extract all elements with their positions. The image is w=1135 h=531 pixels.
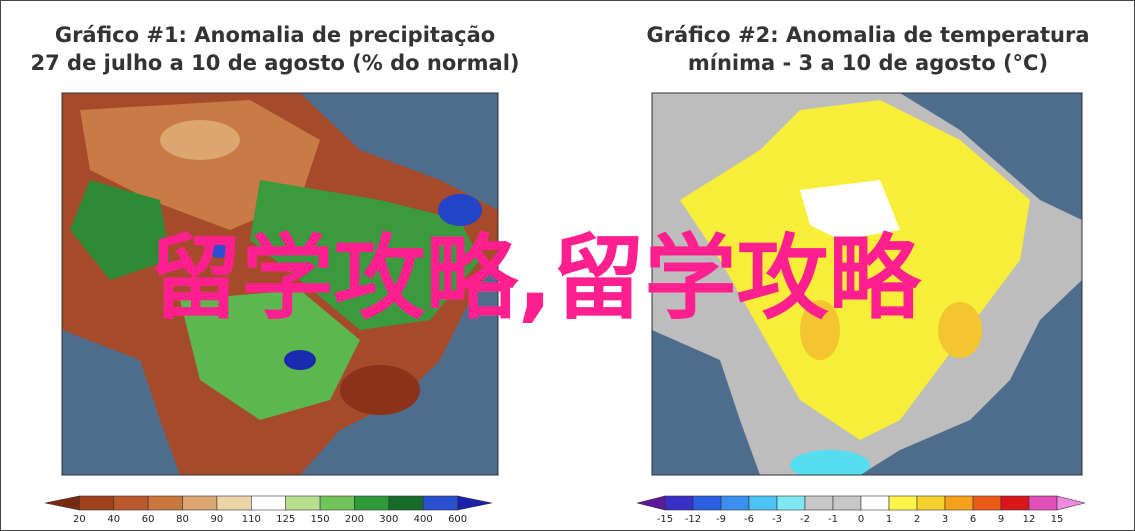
legend-swatch — [79, 495, 115, 511]
legend-swatch — [692, 495, 722, 511]
legend-swatch — [354, 495, 390, 511]
legend-swatch — [1000, 495, 1030, 511]
legend-swatch — [285, 495, 321, 511]
panel-title: Gráfico #1: Anomalia de precipitação — [55, 23, 495, 47]
legend-label: 300 — [379, 514, 398, 525]
legend-swatch — [832, 495, 862, 511]
legend-swatch — [1056, 495, 1086, 511]
legend-swatch — [251, 495, 286, 511]
legend-swatch — [804, 495, 834, 511]
legend-label: -9 — [716, 514, 726, 525]
map-precipitation — [62, 93, 498, 475]
map-border — [651, 92, 1083, 476]
legend-swatch — [457, 495, 493, 511]
legend-swatch — [748, 495, 778, 511]
legend-label: 125 — [276, 514, 295, 525]
legend-label: 15 — [1051, 514, 1064, 525]
legend-label: 2 — [914, 514, 920, 525]
legend-label: -15 — [657, 514, 673, 525]
panel-title: Gráfico #2: Anomalia de temperatura — [646, 23, 1089, 47]
legend-label: -12 — [685, 514, 701, 525]
legend-swatch — [664, 495, 694, 511]
legend-swatch — [388, 495, 424, 511]
overlay-text: 留学攻略,留学攻略 — [150, 225, 923, 332]
legend-label: -1 — [828, 514, 838, 525]
legend-label: 20 — [73, 514, 86, 525]
legend-swatch — [422, 495, 458, 511]
map-border — [61, 92, 499, 476]
legend-label: 1 — [886, 514, 892, 525]
legend-label: -6 — [744, 514, 754, 525]
legend-swatch — [147, 495, 183, 511]
panel-title: 27 de julho a 10 de agosto (% do normal) — [31, 51, 520, 75]
legend-label: 200 — [345, 514, 364, 525]
legend-label: 0 — [858, 514, 864, 525]
legend-swatch — [720, 495, 750, 511]
legend-swatch — [944, 495, 974, 511]
legend-swatch — [216, 495, 252, 511]
legend-swatch — [860, 495, 890, 511]
legend-swatch — [972, 495, 1002, 511]
legend-label: 110 — [242, 514, 261, 525]
legend-swatch — [888, 495, 918, 511]
legend-label: 3 — [942, 514, 948, 525]
legend-swatch — [1028, 495, 1058, 511]
legend-label: 40 — [107, 514, 120, 525]
legend-label: 600 — [448, 514, 467, 525]
legend-swatch — [916, 495, 946, 511]
legend-swatch — [182, 495, 218, 511]
legend-swatch — [113, 495, 149, 511]
legend-label: 80 — [176, 514, 189, 525]
legend-label: 6 — [970, 514, 976, 525]
legend-label: -3 — [772, 514, 782, 525]
legend-swatch — [776, 495, 806, 511]
legend-label: 400 — [414, 514, 433, 525]
legend-label: -2 — [800, 514, 810, 525]
legend-label: 12 — [1023, 514, 1036, 525]
panel-title: mínima - 3 a 10 de agosto (°C) — [688, 51, 1048, 75]
legend-swatch — [319, 495, 355, 511]
legend-label: 90 — [211, 514, 224, 525]
legend-label: 60 — [142, 514, 155, 525]
legend-label: 150 — [311, 514, 330, 525]
legend-label: 9 — [998, 514, 1004, 525]
map-temperature — [652, 93, 1082, 475]
